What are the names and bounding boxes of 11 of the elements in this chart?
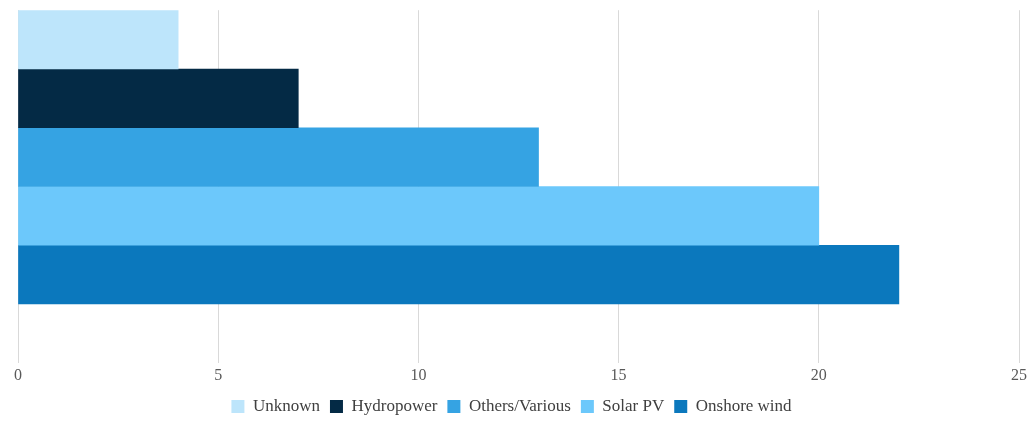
x-tick-label: 15 (610, 365, 627, 383)
x-tick-label: 5 (214, 365, 223, 383)
x-tick-label: 10 (410, 365, 427, 383)
x-tick-label: 25 (1011, 365, 1027, 383)
legend-label: Unknown (252, 395, 321, 415)
x-tick-label: 0 (14, 365, 22, 383)
legend-label: Solar PV (602, 395, 665, 415)
legend-label: Hydropower (351, 395, 438, 415)
x-tick-label: 20 (810, 365, 827, 383)
legend-label: Others/Various (468, 395, 571, 415)
legend-label: Onshore wind (695, 395, 793, 415)
